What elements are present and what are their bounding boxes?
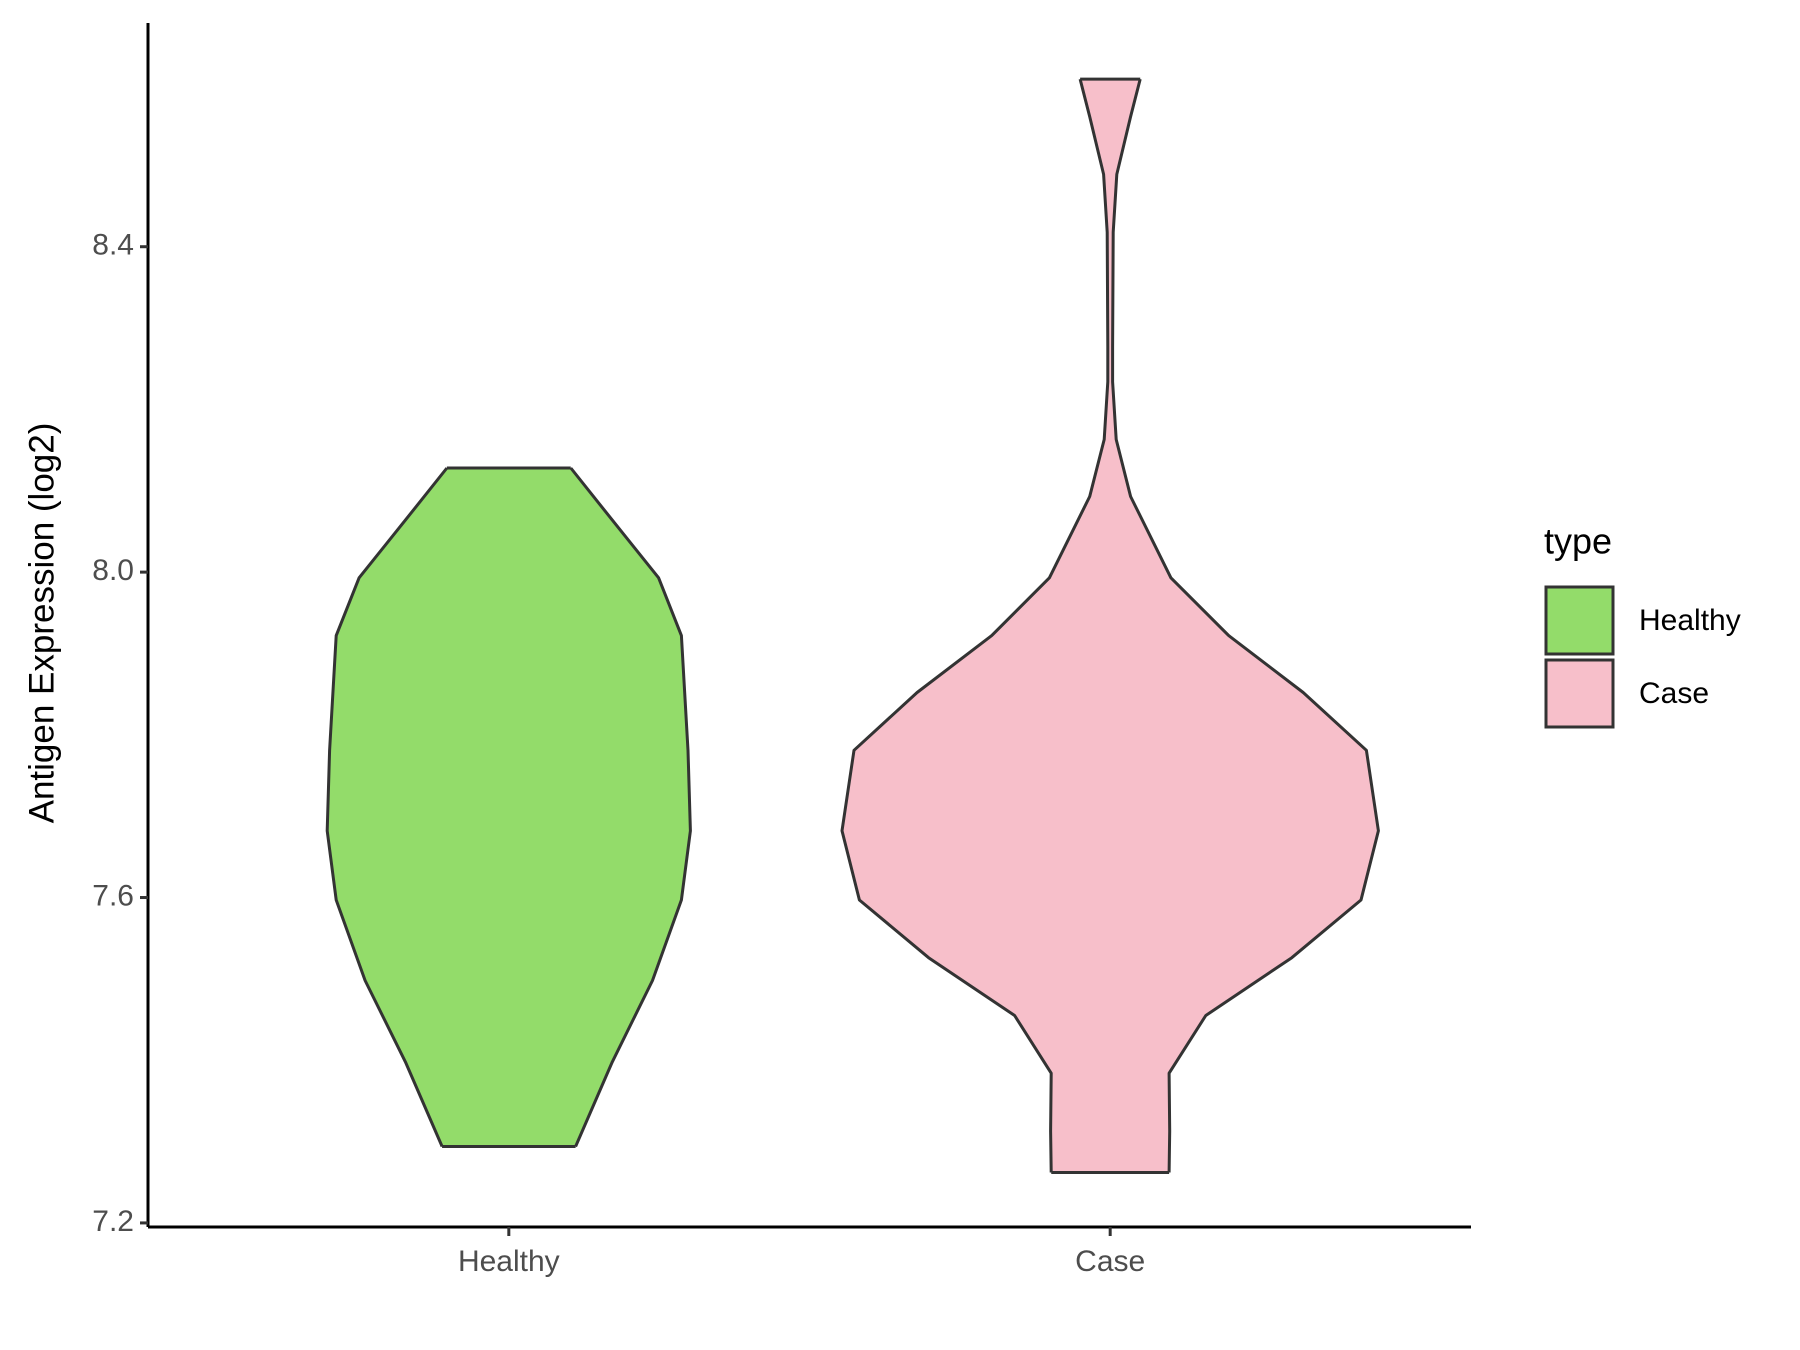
legend-title: type bbox=[1544, 521, 1612, 562]
x-tick-label: Healthy bbox=[458, 1245, 560, 1278]
y-tick-label: 7.2 bbox=[92, 1205, 134, 1238]
violin-outline-left bbox=[325, 467, 449, 1148]
y-tick-label: 7.6 bbox=[92, 879, 134, 912]
violin-fill bbox=[327, 468, 691, 1147]
violin-outline-left bbox=[840, 78, 1110, 1173]
x-tick-label: Case bbox=[1075, 1245, 1145, 1278]
y-axis-label: Antigen Expression (log2) bbox=[22, 423, 61, 824]
violin-outline-right bbox=[569, 467, 692, 1148]
legend-key bbox=[1544, 585, 1615, 656]
y-tick-label: 8.0 bbox=[92, 554, 134, 587]
violin-fill bbox=[842, 79, 1379, 1173]
violin-outline-right bbox=[1111, 78, 1380, 1173]
y-tick-label: 8.4 bbox=[92, 229, 134, 262]
legend-key bbox=[1544, 658, 1615, 729]
legend-label: Case bbox=[1639, 677, 1709, 710]
legend-label: Healthy bbox=[1639, 604, 1741, 637]
